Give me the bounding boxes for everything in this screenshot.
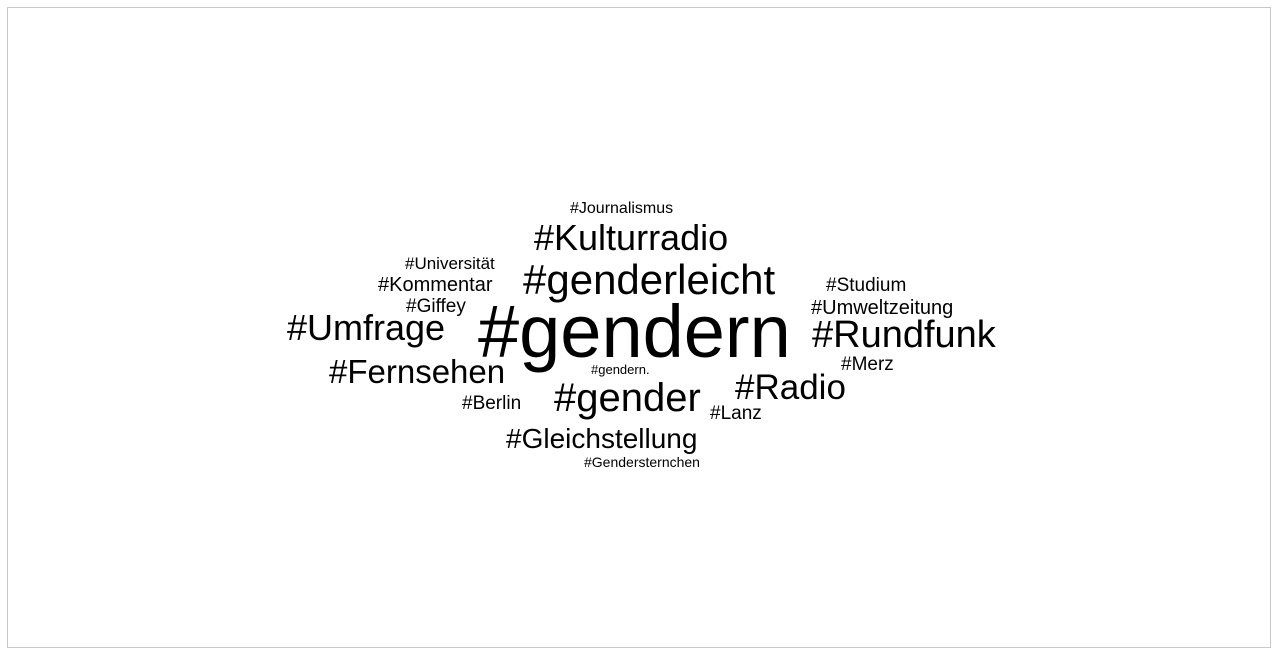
- word-rundfunk: #Rundfunk: [812, 314, 996, 356]
- word-kulturradio: #Kulturradio: [534, 217, 729, 258]
- word-cloud-frame: #Journalismus #Kulturradio #Universität …: [7, 7, 1271, 648]
- word-genderleicht: #genderleicht: [523, 256, 776, 303]
- word-radio: #Radio: [735, 368, 846, 407]
- word-merz: #Merz: [841, 354, 894, 375]
- word-lanz: #Lanz: [710, 403, 762, 424]
- word-kommentar: #Kommentar: [378, 274, 493, 296]
- word-universitaet: #Universität: [405, 254, 495, 273]
- word-gleichstellung: #Gleichstellung: [506, 423, 698, 454]
- word-giffey: #Giffey: [406, 296, 466, 317]
- word-berlin: #Berlin: [462, 393, 522, 414]
- word-gendern-dot: #gendern.: [591, 362, 650, 377]
- word-studium: #Studium: [826, 275, 907, 296]
- word-gendersternchen: #Gendersternchen: [584, 454, 700, 470]
- word-umfrage: #Umfrage: [287, 307, 446, 348]
- word-umweltzeitung: #Umweltzeitung: [811, 297, 954, 319]
- word-gendern: #gendern: [478, 290, 791, 373]
- word-fernsehen: #Fernsehen: [329, 353, 506, 390]
- word-gender: #gender: [554, 376, 701, 420]
- word-journalismus: #Journalismus: [570, 200, 674, 217]
